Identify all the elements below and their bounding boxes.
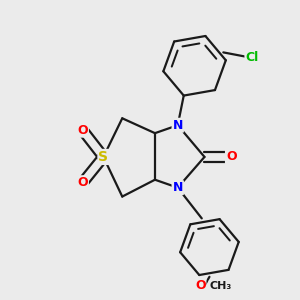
Text: O: O <box>195 279 206 292</box>
Text: S: S <box>98 150 108 164</box>
Text: N: N <box>172 181 183 194</box>
Text: O: O <box>226 150 237 164</box>
Text: O: O <box>77 124 88 137</box>
Text: Cl: Cl <box>245 51 259 64</box>
Text: CH₃: CH₃ <box>209 281 232 291</box>
Text: O: O <box>77 176 88 189</box>
Text: N: N <box>172 119 183 132</box>
